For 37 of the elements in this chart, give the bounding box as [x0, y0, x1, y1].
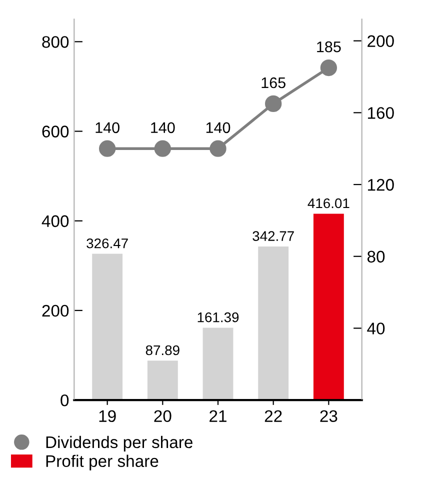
y-tick-label: 800	[42, 36, 69, 48]
data-label: 342.77	[252, 231, 294, 241]
y2-tick-label: 80	[367, 250, 385, 263]
bar	[258, 246, 289, 400]
data-label: 161.39	[198, 312, 239, 322]
data-label: 165	[262, 77, 286, 88]
y2-tick-label: 120	[368, 178, 394, 191]
y2-tick-label: 200	[368, 35, 394, 48]
y-tick-label: 400	[42, 215, 69, 228]
bar	[147, 360, 178, 400]
bar	[202, 328, 234, 400]
data-label: 416.01	[308, 198, 350, 208]
legend-label: Dividends per share	[46, 436, 192, 452]
x-tick-label: 19	[99, 410, 116, 422]
data-label: 140	[206, 122, 230, 134]
x-tick-label: 21	[210, 410, 226, 422]
data-label: 185	[317, 41, 341, 52]
x-tick-label: 20	[154, 410, 172, 422]
data-label: 140	[151, 122, 175, 134]
y-tick-label: 600	[42, 126, 69, 138]
point	[210, 140, 226, 157]
bar	[313, 214, 344, 400]
data-label: 140	[96, 122, 120, 134]
point	[320, 59, 338, 76]
bar	[92, 254, 123, 400]
y-tick-label: 200	[42, 304, 69, 317]
legend-label: Profit per share	[46, 454, 158, 470]
y2-tick-label: 160	[368, 107, 394, 119]
data-label: 326.47	[86, 238, 128, 248]
point	[98, 140, 116, 157]
y2-tick-label: 40	[367, 322, 385, 334]
x-tick-label: 22	[264, 410, 282, 422]
point	[154, 140, 171, 157]
data-label: 87.89	[146, 345, 180, 356]
x-tick-label: 23	[320, 410, 338, 422]
point	[265, 95, 282, 112]
y-tick-label: 0	[60, 394, 69, 406]
